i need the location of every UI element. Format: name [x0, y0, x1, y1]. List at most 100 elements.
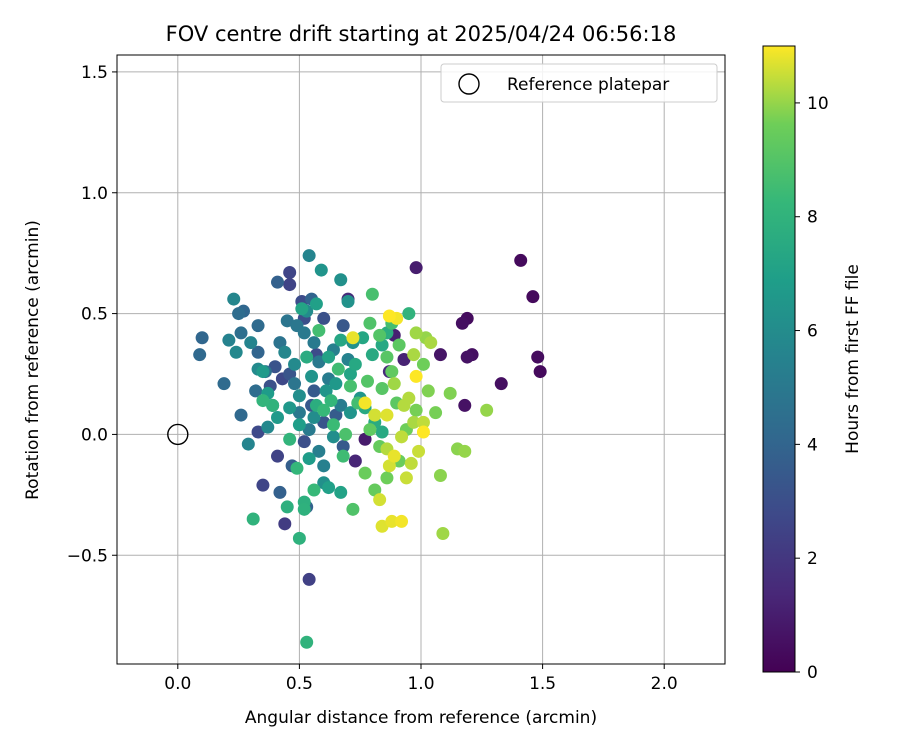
- data-point: [288, 377, 302, 391]
- data-point: [302, 423, 316, 437]
- data-point: [292, 389, 306, 403]
- data-point: [416, 415, 430, 429]
- data-point: [297, 502, 311, 516]
- data-point: [246, 512, 260, 526]
- colorbar-tick-label: 10: [807, 94, 829, 114]
- data-point: [526, 290, 540, 304]
- data-point: [312, 355, 326, 369]
- data-point: [433, 348, 447, 362]
- data-point: [307, 336, 321, 350]
- data-point: [341, 295, 355, 308]
- data-point: [249, 384, 263, 398]
- data-point: [302, 249, 316, 263]
- data-point: [217, 377, 231, 391]
- data-point: [480, 403, 494, 417]
- data-point: [460, 350, 474, 364]
- data-point: [358, 466, 372, 480]
- data-point: [402, 391, 416, 405]
- data-point: [343, 406, 357, 420]
- data-point: [380, 471, 394, 485]
- data-point: [288, 357, 302, 371]
- data-point: [268, 360, 282, 374]
- data-point: [514, 253, 528, 267]
- data-point: [336, 449, 350, 463]
- data-point: [195, 331, 209, 345]
- data-point: [421, 384, 435, 398]
- data-point: [251, 319, 265, 333]
- data-point: [307, 483, 321, 497]
- data-point: [317, 415, 331, 429]
- data-point: [363, 316, 377, 330]
- data-point: [416, 357, 430, 371]
- data-point: [227, 292, 241, 306]
- colorbar-tick-label: 2: [807, 549, 818, 569]
- data-point: [317, 459, 331, 473]
- data-point: [290, 461, 304, 475]
- y-tick-label: 1.0: [81, 184, 108, 204]
- data-point: [193, 348, 207, 362]
- data-point: [300, 635, 314, 649]
- reference-platepar-marker: [167, 423, 189, 446]
- data-point: [324, 394, 338, 408]
- data-point: [455, 316, 469, 330]
- data-point: [261, 420, 275, 434]
- data-point: [407, 415, 421, 429]
- data-point: [373, 493, 387, 507]
- data-point: [380, 350, 394, 364]
- data-point: [343, 379, 357, 393]
- data-point: [297, 326, 311, 340]
- data-point: [256, 365, 270, 379]
- data-point: [256, 394, 270, 408]
- colorbar-tick-label: 8: [807, 208, 818, 228]
- data-point: [373, 328, 387, 342]
- data-point: [297, 435, 311, 449]
- data-point: [292, 418, 306, 432]
- data-point: [395, 430, 409, 444]
- data-point: [407, 348, 421, 362]
- data-point: [317, 311, 331, 325]
- data-point: [336, 319, 350, 333]
- data-point: [531, 350, 545, 364]
- data-point: [271, 411, 285, 424]
- data-point: [360, 374, 374, 388]
- data-point: [339, 427, 353, 441]
- data-point: [387, 377, 401, 391]
- data-point: [458, 398, 472, 412]
- data-point: [307, 384, 321, 398]
- data-point: [295, 302, 309, 316]
- data-point: [312, 444, 326, 458]
- data-point: [319, 384, 333, 398]
- x-axis-ticks: 0.0 0.5 1.0 1.5 2.0: [164, 664, 678, 694]
- data-point: [433, 469, 447, 482]
- data-point: [385, 514, 399, 528]
- reference-marker: [167, 423, 189, 446]
- data-point: [251, 425, 265, 439]
- data-point: [358, 396, 372, 410]
- data-point: [346, 331, 360, 345]
- data-point: [329, 377, 343, 391]
- data-point: [283, 266, 297, 279]
- data-point: [302, 452, 316, 466]
- data-point: [280, 500, 294, 514]
- data-point: [317, 403, 331, 417]
- data-point: [283, 432, 297, 446]
- legend-circle-icon: [458, 73, 480, 95]
- data-point: [382, 459, 396, 473]
- data-point: [412, 444, 426, 458]
- data-point: [273, 485, 287, 499]
- chart-title: FOV centre drift starting at 2025/04/24 …: [166, 22, 677, 46]
- data-point: [416, 425, 430, 439]
- data-point: [348, 454, 362, 468]
- colorbar-ticks: 0 2 4 6 8 10: [795, 94, 829, 683]
- data-point: [436, 527, 450, 540]
- colorbar-tick-label: 0: [807, 663, 818, 683]
- data-point: [365, 287, 379, 301]
- legend: Reference platepar: [440, 63, 718, 103]
- data-point: [336, 440, 350, 453]
- data-point: [392, 338, 406, 352]
- colorbar-tick-label: 6: [807, 322, 818, 342]
- data-point: [334, 333, 348, 347]
- data-point: [380, 408, 394, 422]
- data-point: [494, 377, 508, 391]
